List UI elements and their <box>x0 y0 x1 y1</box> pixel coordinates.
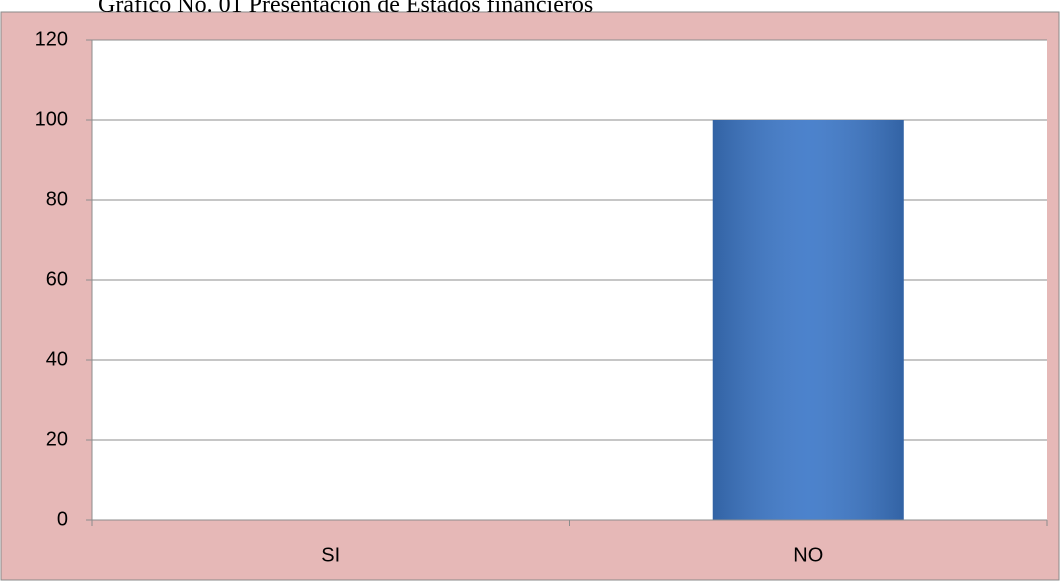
y-tick-label: 120 <box>35 28 68 50</box>
y-tick-label: 60 <box>46 268 68 290</box>
bar-shade <box>712 120 904 520</box>
y-tick-label: 100 <box>35 108 68 130</box>
y-tick-label: 0 <box>57 508 68 530</box>
chart-title: Gráfico No. 01 Presentación de Estados f… <box>98 0 593 18</box>
y-tick-label: 40 <box>46 348 68 370</box>
x-tick-label: NO <box>793 544 823 566</box>
x-tick-label: SI <box>321 544 340 566</box>
y-tick-label: 80 <box>46 188 68 210</box>
y-tick-label: 20 <box>46 428 68 450</box>
